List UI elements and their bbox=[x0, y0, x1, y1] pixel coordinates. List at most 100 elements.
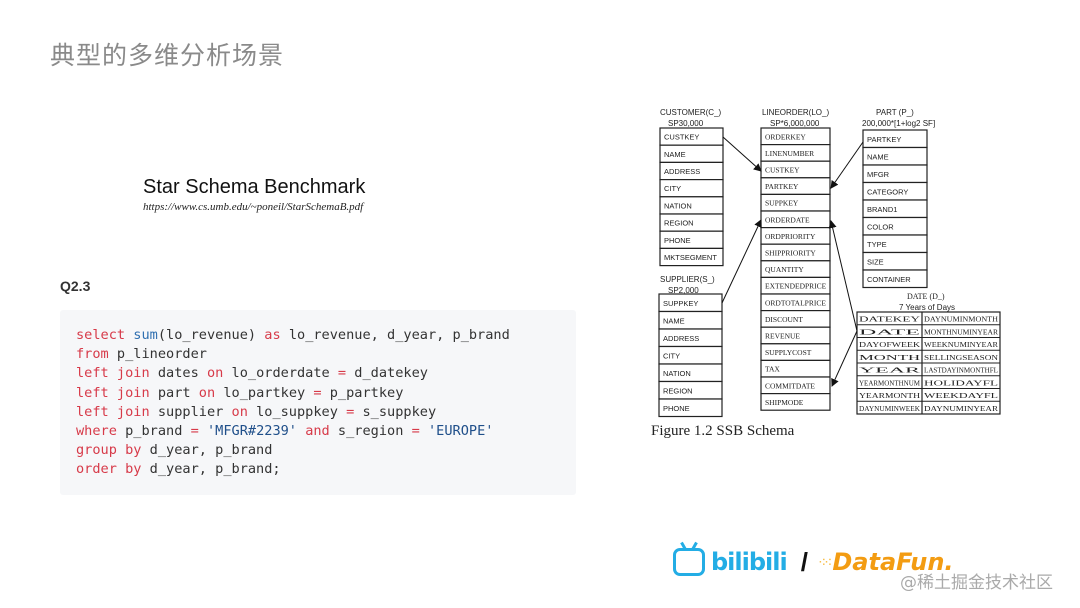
code-token: lo_revenue, d_year, p_brand bbox=[280, 327, 510, 343]
logo-separator: / bbox=[800, 546, 808, 577]
slide-title: 典型的多维分析场景 bbox=[50, 41, 285, 70]
code-token: left join bbox=[76, 384, 150, 401]
supplier-field: CITY bbox=[663, 351, 680, 360]
part-field: NAME bbox=[867, 152, 889, 161]
customer-field: CITY bbox=[664, 184, 681, 193]
code-token: as bbox=[264, 327, 281, 343]
date-field: DATEKEY bbox=[859, 316, 920, 324]
supplier-table-size: SP2,000 bbox=[668, 286, 699, 295]
code-token: left join bbox=[76, 365, 150, 382]
date-field: DATE bbox=[859, 328, 920, 336]
code-token: s_region bbox=[329, 423, 412, 440]
code-token: 'MFGR#2239' bbox=[206, 423, 297, 440]
footer-logos: bilibili / ⁖⁖ DataFun. bbox=[673, 544, 954, 580]
date-field: HOLIDAYFL bbox=[924, 379, 998, 387]
part-field: TYPE bbox=[867, 240, 887, 249]
part-field: MFGR bbox=[867, 170, 890, 179]
lineorder-field: SUPPKEY bbox=[765, 199, 799, 208]
datafun-dots-icon: ⁖⁖ bbox=[817, 553, 832, 570]
code-token: where bbox=[76, 423, 117, 440]
code-token: s_suppkey bbox=[354, 403, 437, 420]
code-line: from p_lineorder bbox=[76, 345, 510, 364]
lineorder-field: ORDERKEY bbox=[765, 132, 806, 141]
code-token: d_year, p_brand bbox=[141, 442, 273, 459]
date-field: YEARMONTH bbox=[859, 392, 920, 400]
foreign-key-arrow bbox=[831, 330, 858, 387]
lineorder-field: ORDERDATE bbox=[765, 215, 810, 224]
part-field: SIZE bbox=[867, 257, 884, 266]
supplier-field-box bbox=[658, 398, 723, 418]
customer-field: ADDRESS bbox=[664, 167, 700, 176]
sql-code: select sum(lo_revenue) as lo_revenue, d_… bbox=[76, 326, 510, 480]
bilibili-logo: bilibili bbox=[711, 548, 788, 576]
sql-code-block: select sum(lo_revenue) as lo_revenue, d_… bbox=[60, 310, 576, 495]
lineorder-field: DISCOUNT bbox=[765, 315, 803, 324]
code-token: and bbox=[305, 423, 330, 440]
code-token: = bbox=[190, 423, 199, 440]
lineorder-table-name: LINEORDER(LO_) bbox=[762, 108, 829, 117]
customer-field-box bbox=[659, 247, 724, 267]
code-token: select bbox=[76, 327, 134, 343]
code-token: supplier bbox=[149, 403, 232, 420]
date-field: WEEKDAYFL bbox=[924, 392, 998, 400]
lineorder-field: SHIPMODE bbox=[765, 398, 804, 407]
code-token: dates bbox=[149, 365, 207, 382]
lineorder-field: CUSTKEY bbox=[765, 166, 800, 175]
code-line: order by d_year, p_brand; bbox=[76, 460, 510, 479]
part-field: PARTKEY bbox=[867, 135, 901, 144]
code-token: from bbox=[76, 346, 109, 363]
customer-table-name: CUSTOMER(C_) bbox=[660, 108, 722, 117]
code-token: sum bbox=[133, 327, 158, 343]
lineorder-field: ORDTOTALPRICE bbox=[765, 298, 826, 307]
code-token: p_brand bbox=[116, 423, 191, 440]
code-token: = bbox=[313, 384, 322, 401]
date-field: LASTDAYINMONTHFL bbox=[924, 367, 998, 375]
date-field: WEEKNUMINYEAR bbox=[924, 341, 998, 349]
supplier-field: SUPPKEY bbox=[663, 299, 698, 308]
lineorder-field: PARTKEY bbox=[765, 182, 799, 191]
lineorder-field: EXTENDEDPRICE bbox=[765, 282, 827, 291]
query-label: Q2.3 bbox=[60, 278, 91, 294]
code-token: lo_partkey bbox=[215, 384, 314, 401]
code-token: d_datekey bbox=[346, 365, 428, 382]
datafun-logo: DataFun. bbox=[832, 548, 954, 576]
customer-field: NAME bbox=[664, 150, 686, 159]
part-field: CATEGORY bbox=[867, 187, 908, 196]
bilibili-tv-icon bbox=[673, 548, 705, 576]
date-field: SELLINGSEASON bbox=[924, 354, 998, 362]
schema-caption: Figure 1.2 SSB Schema bbox=[651, 423, 795, 439]
foreign-key-arrow bbox=[830, 141, 864, 189]
code-token: on bbox=[231, 403, 248, 420]
date-field: DAYNUMINYEAR bbox=[924, 405, 998, 413]
date-field: YEARMONTHNUM bbox=[859, 379, 921, 387]
foreign-key-arrow bbox=[722, 136, 762, 172]
customer-field: NATION bbox=[664, 201, 692, 210]
lineorder-field: TAX bbox=[765, 365, 780, 374]
date-field: MONTH bbox=[859, 354, 920, 362]
date-field: DAYNUMINWEEK bbox=[859, 405, 920, 413]
foreign-key-arrow bbox=[721, 219, 762, 304]
code-token: lo_suppkey bbox=[247, 403, 347, 420]
benchmark-title: Star Schema Benchmark bbox=[143, 176, 366, 198]
part-field: BRAND1 bbox=[867, 205, 897, 214]
code-token: = bbox=[346, 403, 355, 420]
lineorder-field: SHIPPRIORITY bbox=[765, 249, 816, 258]
customer-field: REGION bbox=[664, 219, 694, 228]
part-table-name: PART (P_) bbox=[876, 108, 914, 117]
lineorder-field: QUANTITY bbox=[765, 265, 804, 274]
code-token: order by bbox=[76, 461, 142, 478]
part-table-size: 200,000*[1+log2 SF] bbox=[862, 119, 935, 128]
part-field: CONTAINER bbox=[867, 275, 911, 284]
date-field: DAYOFWEEK bbox=[859, 341, 920, 349]
code-token: on bbox=[206, 365, 224, 382]
date-table-name: DATE (D_) bbox=[907, 292, 945, 301]
supplier-field: PHONE bbox=[663, 404, 690, 413]
code-token: = bbox=[411, 423, 420, 440]
code-token: d_year, p_brand; bbox=[141, 461, 281, 478]
customer-table-size: SP30,000 bbox=[668, 119, 704, 128]
lineorder-field-box bbox=[760, 393, 831, 411]
code-token: on bbox=[198, 384, 216, 401]
code-line: group by d_year, p_brand bbox=[76, 441, 510, 460]
code-token: left join bbox=[76, 403, 150, 420]
